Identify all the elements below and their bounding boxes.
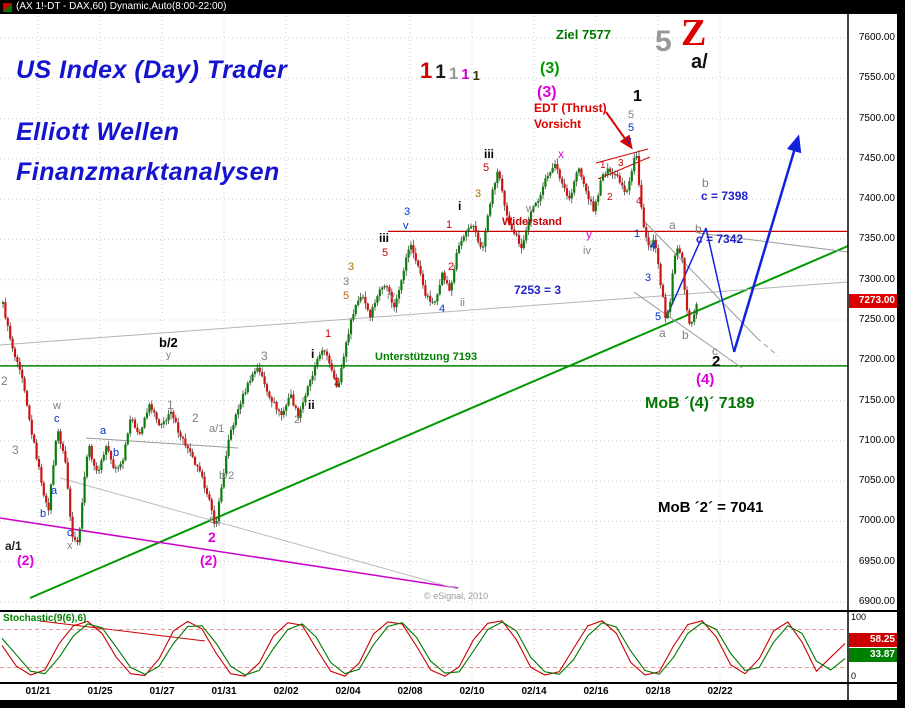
- window-titlebar[interactable]: (AX 1!-DT - DAX,60) Dynamic,Auto(8:00-22…: [0, 0, 905, 14]
- stochastic-green-line: [1, 621, 846, 676]
- candlesticks: [1, 150, 698, 546]
- chart-series-icon: [3, 2, 12, 12]
- window-title: (AX 1!-DT - DAX,60) Dynamic,Auto(8:00-22…: [16, 1, 227, 12]
- red-edt-arrow: [605, 111, 633, 150]
- chart-background: [0, 14, 897, 708]
- blue-projection-arrow: [732, 134, 802, 353]
